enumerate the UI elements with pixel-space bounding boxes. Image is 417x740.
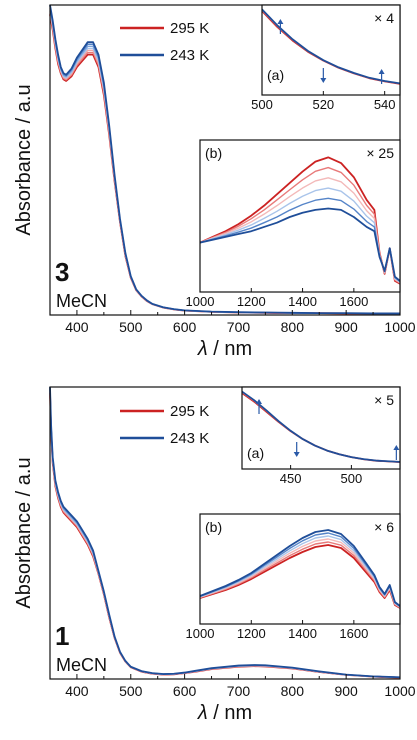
inset-x-tick-label: 500: [341, 471, 363, 486]
inset-factor-label: × 6: [374, 519, 394, 535]
inset-x-tick-label: 1400: [288, 626, 317, 641]
arrow-up-icon: [378, 69, 385, 74]
x-tick-label: 400: [65, 683, 89, 699]
inset-x-tick-label: 1000: [186, 626, 215, 641]
y-axis-label: Absorbance / a.u: [13, 457, 35, 608]
inset-frame: [241, 386, 401, 470]
inset-x-tick-label: 1600: [339, 294, 368, 309]
series-line-243-k: [49, 4, 400, 315]
solvent-label: MeCN: [56, 655, 107, 675]
inset-x-tick-label: 1000: [186, 294, 215, 309]
inset-factor-label: × 5: [374, 392, 394, 408]
inset-factor-label: × 25: [366, 145, 394, 161]
x-tick-label: 500: [119, 683, 143, 699]
solvent-label: MeCN: [56, 291, 107, 311]
inset-x-tick-label: 1600: [339, 626, 368, 641]
inset-factor-label: × 4: [374, 10, 394, 26]
x-tick-label: 700: [227, 319, 251, 335]
arrow-down-icon: [293, 452, 300, 457]
inset-x-tick-label: 520: [312, 97, 334, 112]
legend-label: 295 K: [170, 403, 209, 420]
arrow-up-icon: [393, 445, 400, 450]
inset-series-line-243-k: [242, 390, 400, 463]
x-tick-label: 1000: [384, 319, 415, 335]
arrow-up-icon: [256, 399, 263, 404]
legend-label: 243 K: [170, 47, 209, 64]
x-tick-label: 900: [334, 683, 358, 699]
inset-series-line-243-k: [200, 207, 400, 282]
inset-series: [200, 529, 400, 609]
x-tick-label: 500: [119, 319, 143, 335]
panel-3: 400 500 600 700 800 900 1000 Absorbance / a.u λ …: [13, 4, 416, 360]
inset-frame: [199, 139, 401, 293]
inset-background: [242, 387, 400, 469]
inset-x-tick-label: 1200: [237, 294, 266, 309]
x-axis-label: λ / nm: [197, 338, 252, 360]
compound-label: 3: [55, 257, 69, 287]
arrow-up-icon: [277, 19, 284, 24]
x-tick-label: 400: [65, 319, 89, 335]
inset-x-tick-label: 500: [251, 97, 273, 112]
x-tick-label: 800: [281, 319, 305, 335]
inset-label: (a): [267, 67, 284, 83]
inset-a: 450 500 (a) × 5: [241, 386, 401, 486]
inset-a: 500 520 540 (a) × 4: [251, 4, 401, 112]
y-axis-label: Absorbance / a.u: [13, 84, 35, 235]
inset-label: (a): [247, 445, 264, 461]
inset-label: (b): [205, 145, 222, 161]
inset-frame: [199, 513, 401, 625]
x-tick-label: 1000: [384, 683, 415, 699]
x-tick-label: 800: [281, 683, 305, 699]
inset-series-line-243-k: [200, 529, 400, 607]
x-tick-label: 600: [173, 319, 197, 335]
x-tick-label: 700: [227, 683, 251, 699]
inset-x-tick-label: 1200: [237, 626, 266, 641]
legend-label: 243 K: [170, 430, 209, 447]
compound-label: 1: [55, 621, 69, 651]
inset-x-tick-label: 540: [374, 97, 396, 112]
inset-series: [242, 390, 400, 464]
inset-series: [262, 8, 400, 85]
inset-background: [200, 140, 400, 292]
inset-b: 1000 1200 1400 1600 (b) × 25: [186, 139, 401, 309]
series-line-243-k: [49, 386, 401, 679]
inset-x-tick-label: 450: [280, 471, 302, 486]
inset-label: (b): [205, 519, 222, 535]
arrow-down-icon: [320, 78, 327, 83]
inset-frame: [261, 4, 401, 96]
inset-series-line-243-k: [262, 8, 400, 85]
inset-x-tick-label: 1400: [288, 294, 317, 309]
x-tick-label: 900: [334, 319, 358, 335]
x-axis-label: λ / nm: [197, 702, 252, 724]
inset-b: 1000 1200 1400 1600 (b) × 6: [186, 513, 401, 641]
legend-label: 295 K: [170, 20, 209, 37]
x-tick-label: 600: [173, 683, 197, 699]
inset-series: [200, 156, 400, 285]
panel-1: 400 500 600 700 800 900 1000 Absorbance / a.u λ …: [13, 386, 416, 724]
